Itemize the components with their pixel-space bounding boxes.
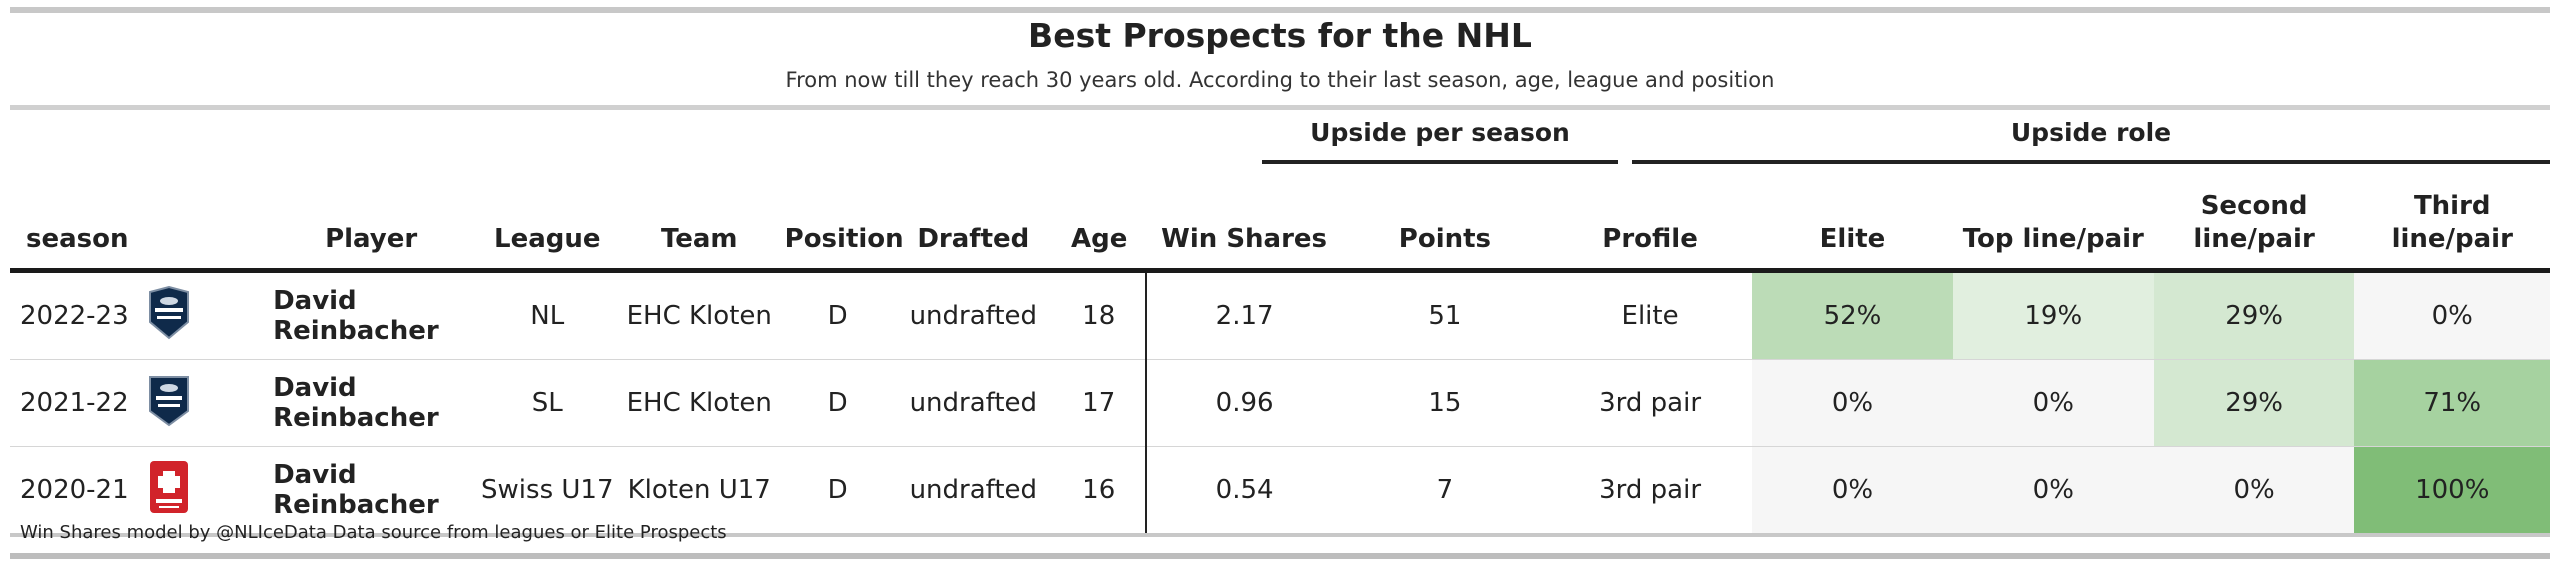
footer-credits: Win Shares model by @NLIceData Data sour… [20, 522, 727, 543]
position-cell: D [780, 446, 895, 537]
swiss-ice-hockey-logo-icon [146, 459, 192, 522]
team-cell: Kloten U17 [617, 446, 781, 537]
league-logo-cell [145, 270, 266, 360]
column-header-season: season [10, 190, 146, 273]
third-line-cell: 0% [2354, 270, 2550, 360]
table-row: 2022-23 David Reinbacher NL EHC Kloten D… [10, 270, 2550, 360]
column-header-win-shares: Win Shares [1146, 190, 1342, 273]
table-row: 2020-21 David Reinbacher Swiss U17 Klote… [10, 446, 2550, 537]
team-cell: EHC Kloten [617, 270, 781, 360]
page-subtitle: From now till they reach 30 years old. A… [785, 68, 1775, 92]
table-header-row: season Player League Team Position Draft… [10, 190, 2550, 273]
prospects-table: season Player League Team Position Draft… [10, 190, 2550, 537]
spanner-underline [1632, 160, 2550, 164]
league-cell: SL [476, 359, 618, 447]
column-header-third-line-label: Third line/pair [2391, 191, 2513, 254]
national-league-logo-icon [146, 285, 192, 347]
header-rule [10, 105, 2550, 110]
column-header-elite: Elite [1752, 190, 1953, 273]
second-line-cell: 29% [2153, 270, 2355, 360]
elite-cell: 0% [1752, 446, 1953, 537]
second-line-cell: 0% [2153, 446, 2355, 537]
league-cell: Swiss U17 [476, 446, 618, 537]
profile-cell: 3rd pair [1548, 359, 1753, 447]
profile-cell: 3rd pair [1548, 446, 1753, 537]
win-shares-cell: 0.54 [1146, 446, 1342, 537]
player-name: David Reinbacher [265, 270, 477, 360]
swiss-league-logo-icon [146, 373, 192, 434]
column-header-second-line: Second line/pair [2153, 190, 2355, 273]
player-name: David Reinbacher [265, 359, 477, 447]
third-line-cell: 71% [2354, 359, 2550, 447]
column-header-third-line: Third line/pair [2354, 190, 2550, 273]
top-line-cell: 0% [1952, 359, 2154, 447]
column-header-player: Player [265, 190, 477, 273]
spanner-upside-per-season-label: Upside per season [1310, 118, 1570, 147]
age-cell: 18 [1052, 270, 1148, 360]
elite-cell: 52% [1752, 270, 1953, 360]
drafted-cell: undrafted [894, 446, 1052, 537]
column-header-profile: Profile [1548, 190, 1753, 273]
column-header-top-line: Top line/pair [1952, 190, 2154, 273]
top-line-cell: 19% [1952, 270, 2154, 360]
spanner-upside-role-label: Upside role [2010, 118, 2172, 147]
season-cell: 2022-23 [10, 270, 146, 360]
age-cell: 17 [1052, 359, 1148, 447]
column-header-second-line-label: Second line/pair [2193, 191, 2315, 254]
column-header-drafted: Drafted [894, 190, 1052, 273]
profile-cell: Elite [1548, 270, 1753, 360]
league-logo-cell [145, 446, 266, 537]
column-header-league: League [476, 190, 618, 273]
column-header-age: Age [1052, 190, 1147, 273]
league-logo-cell [145, 359, 266, 447]
column-header-team: Team [617, 190, 781, 273]
points-cell: 7 [1341, 446, 1549, 537]
elite-cell: 0% [1752, 359, 1953, 447]
table-row: 2021-22 David Reinbacher SL EHC Kloten D… [10, 359, 2550, 447]
page-title: Best Prospects for the NHL [1028, 16, 1532, 55]
season-cell: 2020-21 [10, 446, 146, 537]
spanner-underline [1262, 160, 1618, 164]
third-line-cell: 100% [2354, 446, 2550, 537]
points-cell: 51 [1341, 270, 1549, 360]
drafted-cell: undrafted [894, 270, 1052, 360]
column-header-points: Points [1341, 190, 1549, 273]
top-rule [10, 7, 2550, 13]
position-cell: D [780, 270, 895, 360]
column-header-position: Position [780, 190, 904, 273]
team-cell: EHC Kloten [617, 359, 781, 447]
spanner-upside-role: Upside role [1632, 118, 2550, 164]
player-name: David Reinbacher [265, 446, 477, 537]
top-line-cell: 0% [1952, 446, 2154, 537]
league-cell: NL [476, 270, 618, 360]
bottom-rule [10, 553, 2550, 559]
column-header-logo [145, 190, 266, 273]
points-cell: 15 [1341, 359, 1549, 447]
drafted-cell: undrafted [894, 359, 1052, 447]
age-cell: 16 [1052, 446, 1148, 537]
second-line-cell: 29% [2153, 359, 2355, 447]
spanner-upside-per-season: Upside per season [1262, 118, 1618, 164]
win-shares-cell: 0.96 [1146, 359, 1342, 447]
win-shares-cell: 2.17 [1146, 270, 1342, 360]
season-cell: 2021-22 [10, 359, 146, 447]
position-cell: D [780, 359, 895, 447]
